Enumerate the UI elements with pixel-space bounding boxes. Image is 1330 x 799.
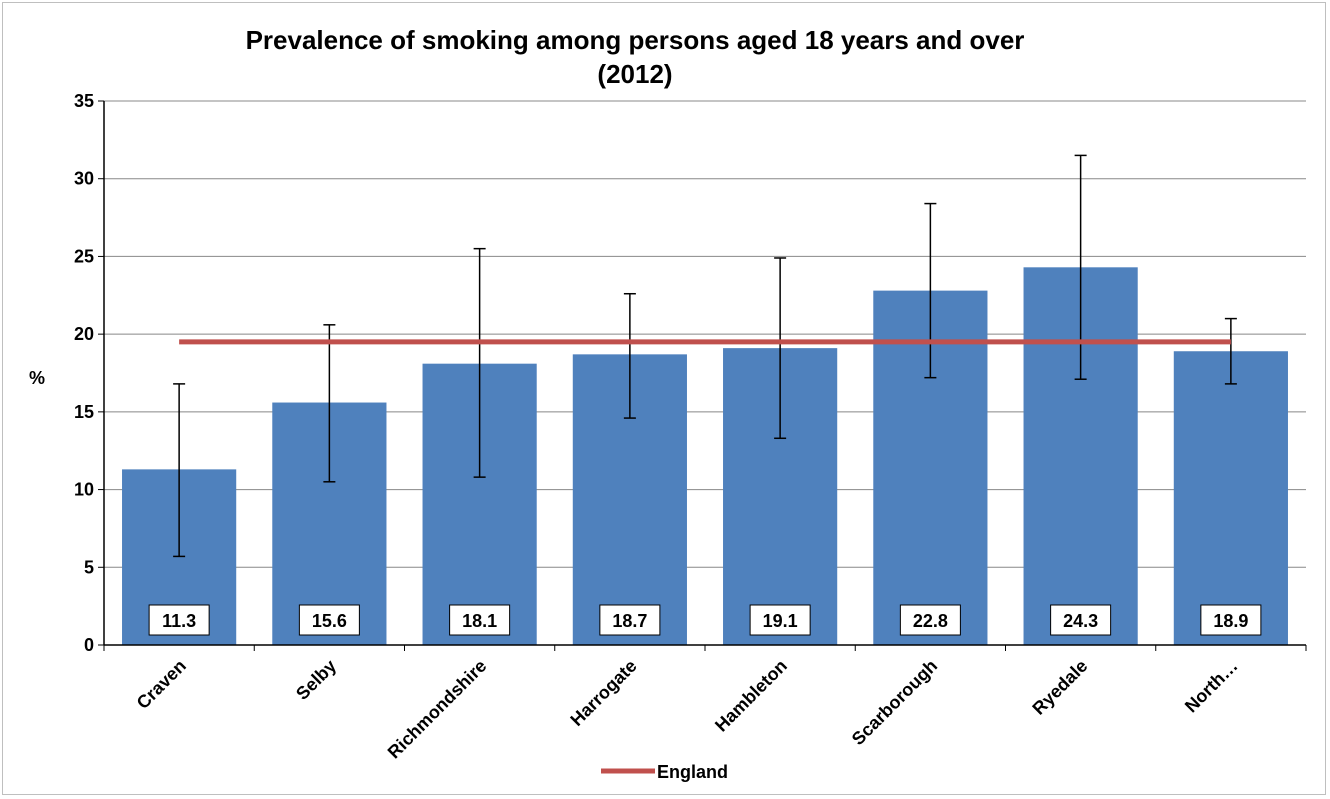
y-tick-label: 5 [84, 557, 94, 577]
x-tick-label: Craven [133, 656, 190, 713]
legend: England [601, 762, 728, 782]
y-tick-label: 10 [74, 480, 94, 500]
x-tick-label: Selby [292, 656, 340, 704]
x-tick-label: Richmondshire [384, 656, 491, 763]
data-label: 18.1 [462, 611, 497, 631]
chart-subtitle: (2012) [597, 59, 672, 89]
chart-title: Prevalence of smoking among persons aged… [246, 25, 1025, 55]
y-tick-label: 0 [84, 635, 94, 655]
data-label-box [1050, 604, 1112, 636]
data-label: 18.9 [1213, 611, 1248, 631]
y-tick-label: 25 [74, 246, 94, 266]
data-label: 24.3 [1063, 611, 1098, 631]
x-tick-label: North… [1181, 656, 1242, 717]
data-label-box [449, 604, 511, 636]
y-tick-label: 15 [74, 402, 94, 422]
x-tick-label: Harrogate [566, 656, 640, 730]
y-tick-label: 35 [74, 91, 94, 111]
bars-group [122, 267, 1288, 645]
legend-label-england: England [657, 762, 728, 782]
data-label-box [749, 604, 811, 636]
bar [1173, 351, 1288, 645]
data-label: 19.1 [763, 611, 798, 631]
y-tick-label: 30 [74, 169, 94, 189]
x-tick-label: Ryedale [1028, 656, 1091, 719]
data-label-box [148, 604, 210, 636]
chart-svg: Prevalence of smoking among persons aged… [29, 25, 1307, 782]
data-labels-group: 11.3 15.6 18.1 18.7 19.1 22.8 24.3 18.9 [148, 604, 1262, 636]
data-label-box [298, 604, 360, 636]
data-label-box [599, 604, 661, 636]
data-label: 15.6 [312, 611, 347, 631]
y-tick-label: 20 [74, 324, 94, 344]
data-label: 22.8 [913, 611, 948, 631]
data-label: 18.7 [612, 611, 647, 631]
data-label-box [899, 604, 961, 636]
y-axis-title: % [29, 368, 45, 388]
data-label-box [1200, 604, 1262, 636]
x-tick-label: Scarborough [848, 656, 941, 749]
data-label: 11.3 [162, 611, 196, 631]
x-tick-label: Hambleton [711, 656, 791, 736]
